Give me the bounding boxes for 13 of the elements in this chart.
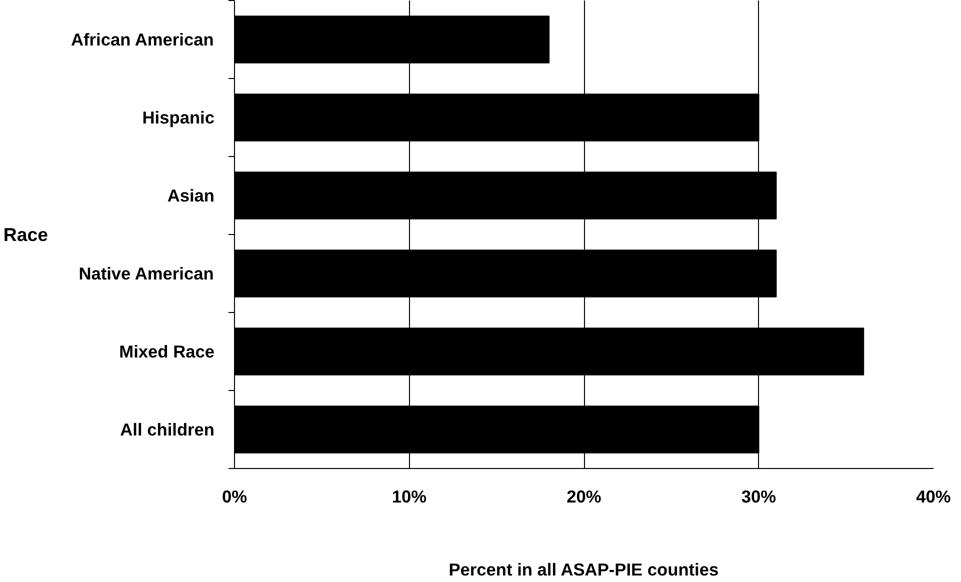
x-tick-label: 30% [741, 486, 776, 506]
y-tick-label: All children [120, 420, 214, 440]
y-tick-label: African American [71, 30, 214, 50]
x-tick-label: 40% [916, 486, 951, 506]
y-axis-title: Race [3, 224, 48, 245]
x-tick-label: 10% [392, 486, 427, 506]
y-tick-label: Hispanic [142, 108, 215, 128]
x-tick-label: 20% [566, 486, 602, 506]
y-tick-label: Native American [78, 264, 214, 284]
y-tick-label: Asian [167, 186, 214, 206]
x-axis-title: Percent in all ASAP-PIE counties [448, 560, 719, 580]
x-tick-label: 0% [222, 486, 248, 506]
y-tick-label: Mixed Race [119, 342, 215, 362]
